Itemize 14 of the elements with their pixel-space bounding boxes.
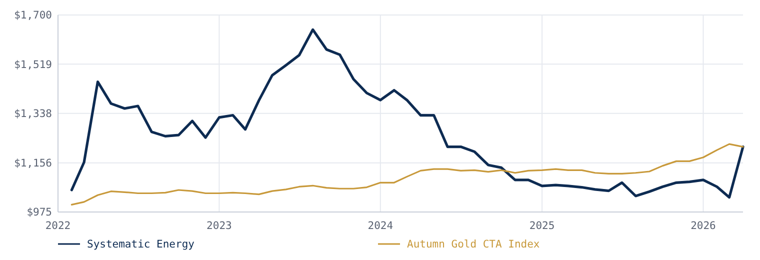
x-tick-label: 2024 [368, 220, 394, 232]
line-series [70, 28, 744, 199]
x-tick-label: 2025 [529, 220, 555, 232]
y-tick-label: $1,156 [14, 157, 52, 170]
y-tick-label: $1,519 [14, 58, 52, 71]
y-tick-label: $1,700 [14, 10, 52, 22]
line-series [70, 143, 744, 206]
x-tick-label: 2023 [206, 220, 232, 232]
legend-label: Autumn Gold CTA Index [407, 238, 540, 251]
legend-label: Systematic Energy [87, 238, 194, 251]
y-tick-label: $1,338 [14, 108, 52, 120]
x-tick-label: 2022 [45, 220, 71, 232]
y-tick-label: $975 [26, 206, 52, 219]
x-tick-label: 2026 [690, 220, 716, 232]
